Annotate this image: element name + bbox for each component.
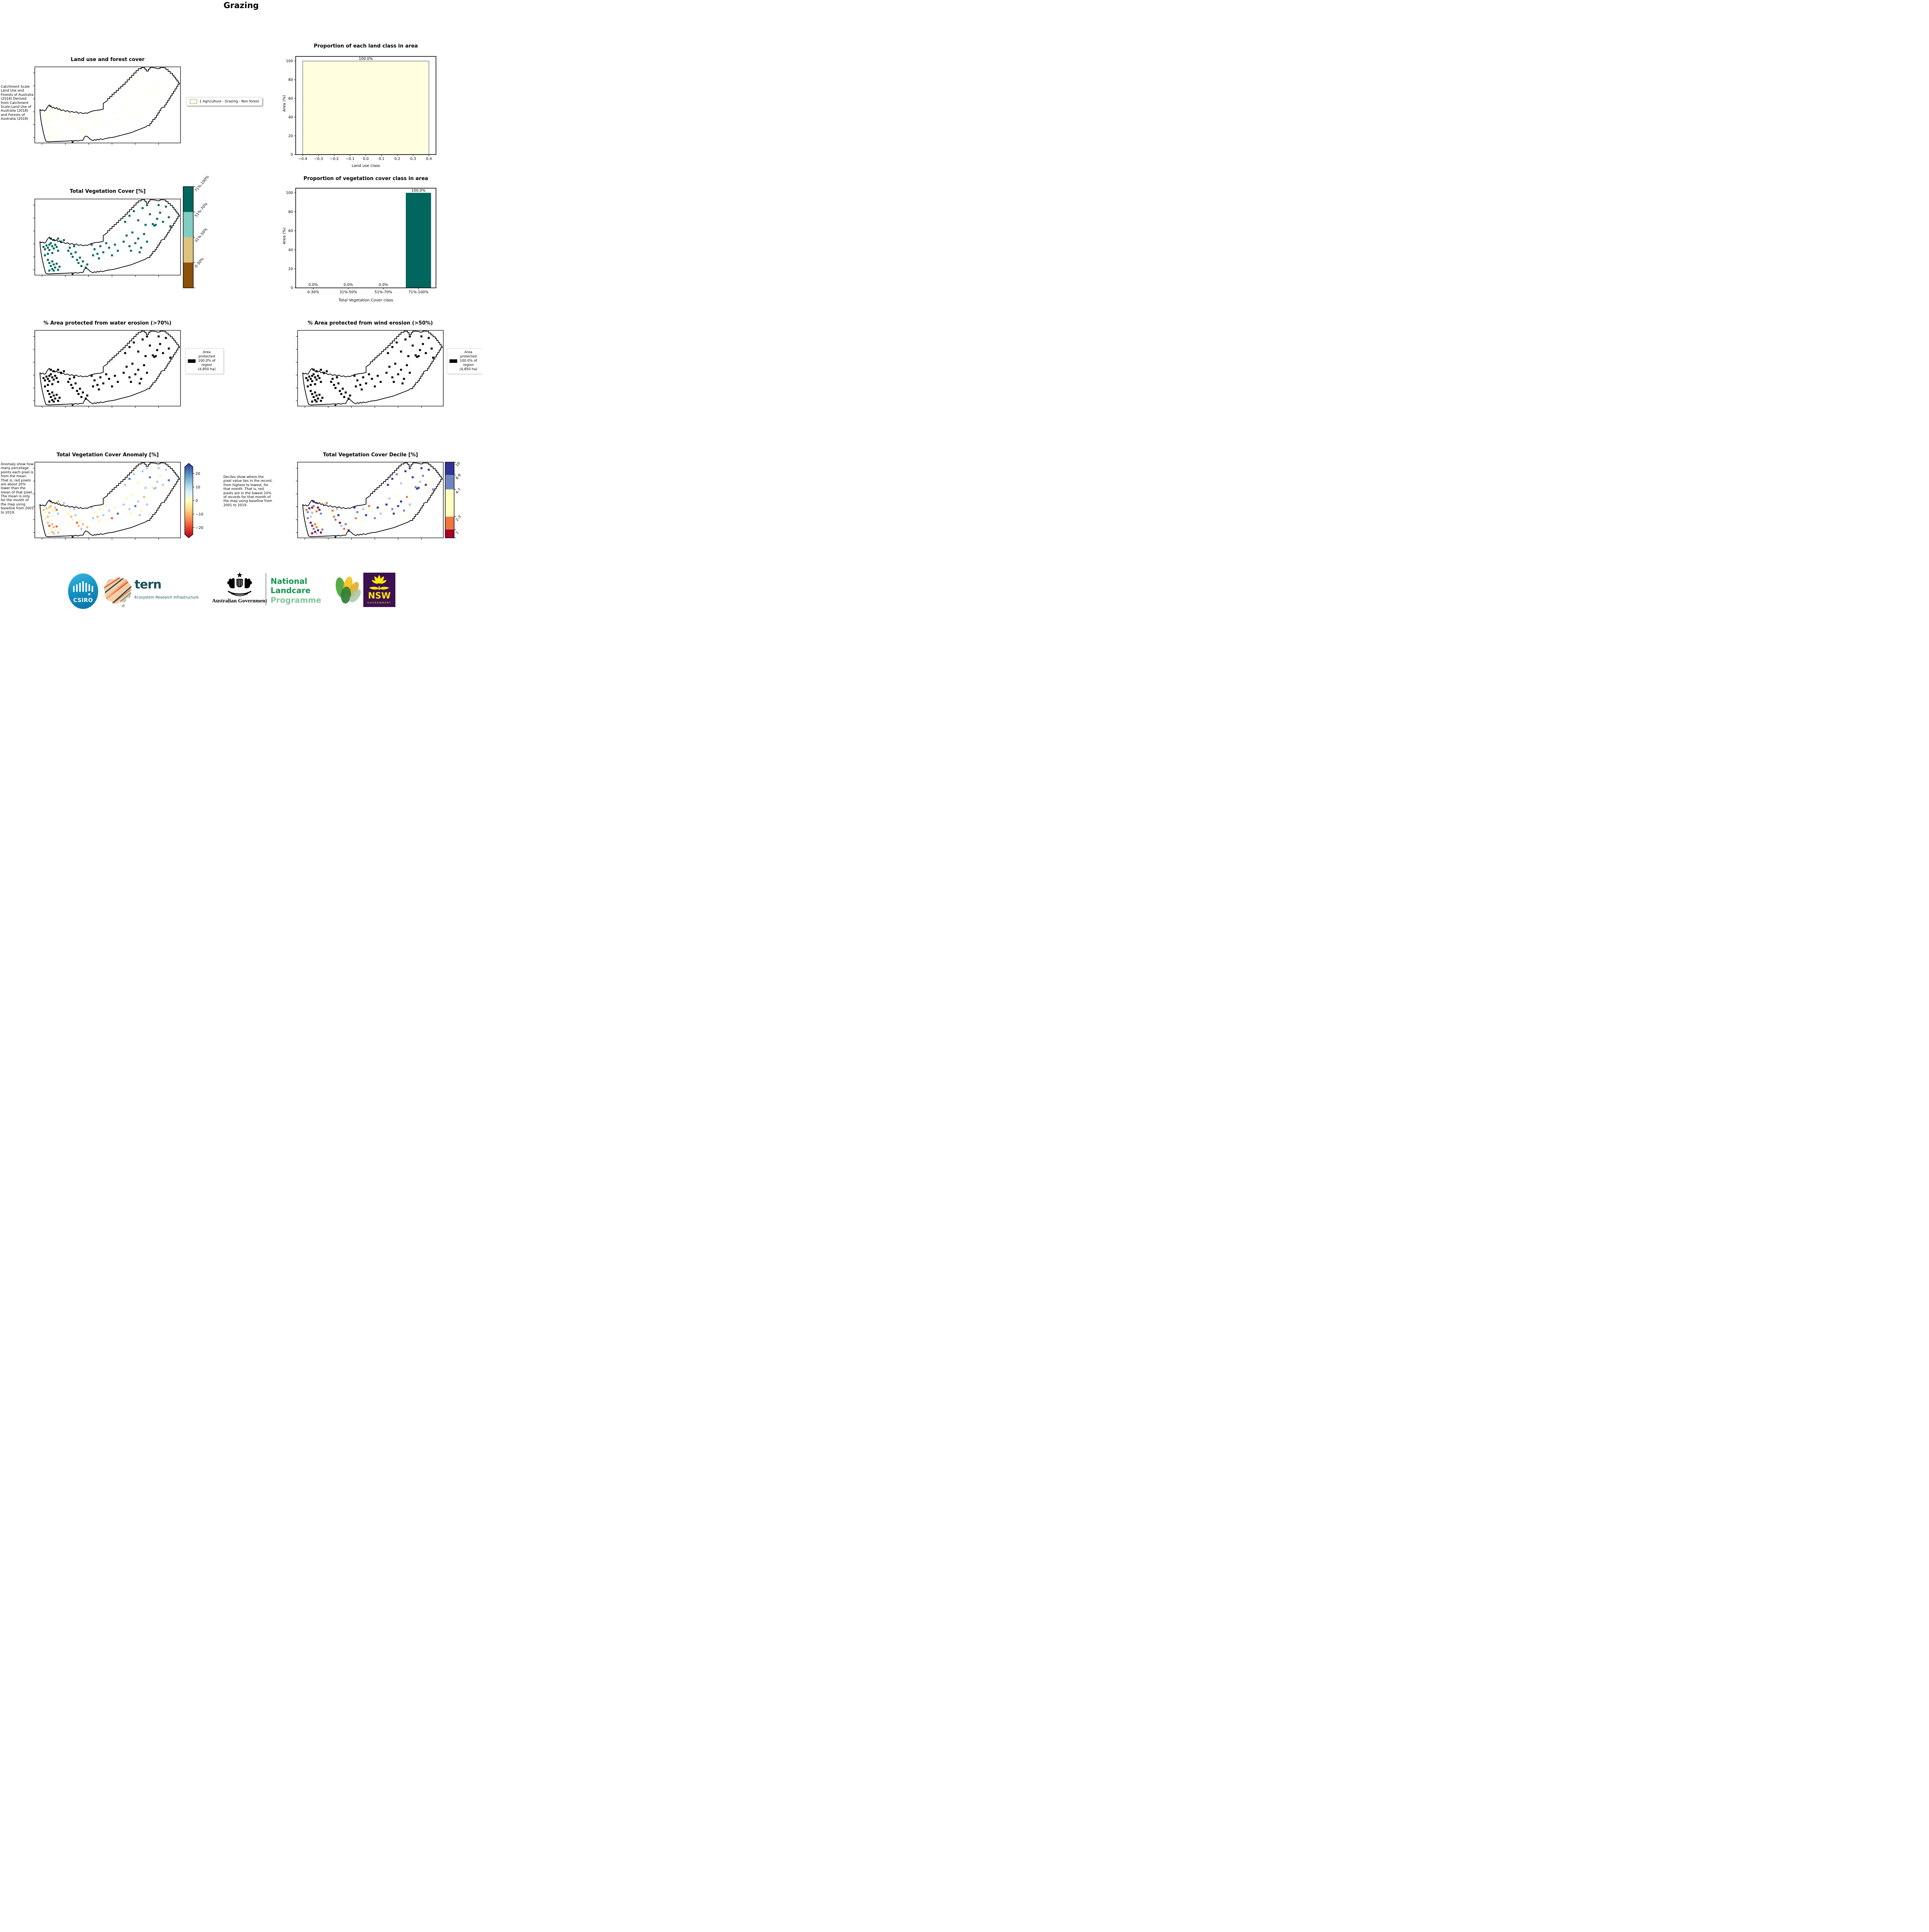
svg-text:71%-100%: 71%-100%: [409, 290, 429, 294]
svg-text:71%-100%: 71%-100%: [194, 175, 210, 193]
anomaly-colorbar: 20 10 0 −10 −20: [184, 463, 203, 538]
nsw-government-logo: NSW GOVERNMENT: [363, 573, 395, 607]
csiro-label: CSIRO: [73, 597, 93, 604]
decile-colorbar: 108-94-72-31: [445, 461, 462, 538]
water-legend-swatch: [188, 359, 196, 363]
landcare-label-programme: Programme: [271, 595, 322, 605]
svg-text:0.0%: 0.0%: [379, 283, 388, 287]
wind-erosion-legend: Area protected 100.0% of region (4,850 ha): [447, 348, 482, 374]
ausgov-label: Australian Government: [212, 598, 267, 604]
water-erosion-map: [35, 330, 180, 406]
svg-text:40: 40: [288, 115, 293, 119]
svg-text:1: 1: [455, 531, 460, 535]
decile-annotation: Deciles show where the pixel value lies …: [223, 475, 273, 507]
svg-text:60: 60: [288, 97, 293, 101]
svg-text:80: 80: [288, 78, 293, 82]
svg-text:0.4: 0.4: [426, 157, 432, 161]
svg-text:31%-50%: 31%-50%: [339, 290, 357, 294]
landcare-label-national: National: [271, 577, 307, 586]
svg-text:−0.3: −0.3: [314, 157, 323, 161]
landcare-label-landcare: Landcare: [271, 586, 311, 595]
landuse-map: [35, 67, 180, 143]
landuse-map-title: Land use and forest cover: [71, 57, 145, 63]
svg-text:−0.4: −0.4: [298, 157, 307, 161]
svg-text:20: 20: [288, 134, 293, 138]
svg-text:0.0: 0.0: [363, 157, 369, 161]
csiro-logo: CSIRO: [68, 573, 98, 609]
vegcover-map: [35, 199, 180, 275]
svg-text:8-9: 8-9: [455, 473, 462, 480]
svg-text:−20: −20: [196, 526, 203, 530]
svg-text:4-7: 4-7: [455, 488, 462, 495]
decile-map: [298, 462, 443, 538]
tern-logo-label: tern: [135, 578, 162, 592]
nsw-label: NSW: [368, 591, 391, 601]
nsw-sub-label: GOVERNMENT: [367, 601, 392, 604]
landclass-chart-title: Proportion of each land class in area: [313, 43, 418, 49]
wind-legend-swatch: [449, 359, 457, 363]
csiro-soundwave-icon: [73, 581, 93, 595]
anomaly-map-title: Total Vegetation Cover Anomaly [%]: [56, 452, 159, 458]
svg-text:2-3: 2-3: [455, 515, 462, 522]
page-title: Grazing: [223, 1, 259, 10]
landcare-leaves-icon: [335, 577, 361, 604]
report-page: Grazing Land use and forest cover Catchm…: [0, 0, 482, 611]
svg-text:100.0%: 100.0%: [412, 189, 426, 193]
landuse-annotation: Catchment Scale Land Use and Forests of …: [1, 85, 34, 121]
tern-australia-icon: [104, 577, 131, 608]
svg-text:51%-70%: 51%-70%: [375, 290, 392, 294]
wind-erosion-map: [298, 330, 443, 406]
landuse-legend-swatch: [190, 99, 197, 104]
anomaly-annotation: Anomaly show how many percetage points e…: [1, 463, 34, 515]
svg-text:0.1: 0.1: [379, 157, 385, 161]
svg-text:51%-70%: 51%-70%: [194, 202, 209, 218]
svg-text:0: 0: [196, 499, 198, 503]
nsw-waratah-icon: [369, 575, 389, 590]
water-legend-label: Area protected 100.0% of region (4,850 ha): [198, 350, 216, 371]
landuse-legend: 1 Agriculture - Grazing - Non forest: [186, 97, 263, 106]
decile-map-title: Total Vegetation Cover Decile [%]: [323, 452, 418, 458]
anomaly-map: [35, 462, 180, 538]
svg-text:80: 80: [288, 210, 293, 214]
svg-text:100: 100: [286, 59, 293, 63]
svg-text:0.3: 0.3: [410, 157, 416, 161]
svg-text:−0.2: −0.2: [330, 157, 339, 161]
landclass-chart: 0 20 40 60 80 100 −0.4 −0.3 −0.2 −0.1 0.0 0.1 0.2 0.3…: [286, 56, 436, 161]
wind-map-title: % Area protected from wind erosion (>50%…: [308, 320, 433, 326]
vegclass-chart-xlabel: Total Vegetation Cover class: [339, 298, 393, 303]
svg-text:0-30%: 0-30%: [307, 290, 319, 294]
svg-text:0-30%: 0-30%: [194, 257, 205, 269]
landclass-chart-ylabel: Area (%): [282, 95, 287, 112]
wind-legend-label: Area protected 100.0% of region (4,850 ha): [460, 350, 477, 371]
svg-text:0.0%: 0.0%: [344, 283, 353, 287]
svg-text:−10: −10: [196, 512, 203, 517]
svg-text:−0.1: −0.1: [346, 157, 354, 161]
svg-text:0: 0: [291, 286, 293, 290]
water-erosion-legend: Area protected 100.0% of region (4,850 ha): [185, 348, 224, 374]
tern-logo-subtitle: Ecosystem Research Infrastructure: [135, 595, 199, 600]
svg-text:40: 40: [288, 248, 293, 252]
vegclass-chart-title: Proportion of vegetation cover class in …: [303, 176, 428, 182]
svg-text:20: 20: [196, 472, 200, 476]
svg-text:31%-50%: 31%-50%: [194, 227, 209, 243]
vegcover-map-title: Total Vegetation Cover [%]: [70, 189, 146, 194]
water-map-title: % Area protected from water erosion (>70…: [43, 320, 172, 326]
landclass-chart-xlabel: Land use class: [351, 164, 380, 168]
svg-text:100: 100: [286, 191, 293, 195]
vegclass-chart-ylabel: Area (%): [282, 227, 287, 245]
landuse-legend-label: 1 Agriculture - Grazing - Non forest: [199, 99, 259, 104]
svg-text:0: 0: [291, 153, 293, 157]
vegcover-colorbar: 71%-100% 51%-70% 31%-50% 0-30%: [183, 175, 210, 288]
svg-text:0.0%: 0.0%: [308, 283, 318, 287]
svg-text:10: 10: [196, 485, 200, 490]
svg-text:100.0%: 100.0%: [359, 57, 373, 61]
australian-coat-of-arms-icon: [227, 572, 252, 596]
svg-text:0.2: 0.2: [395, 157, 400, 161]
svg-text:20: 20: [288, 267, 293, 271]
vegclass-chart: 0.0% 0-30% 0.0% 31%-50% 0.0% 51%-70% 100.0% 71%…: [286, 188, 436, 294]
svg-text:60: 60: [288, 229, 293, 233]
